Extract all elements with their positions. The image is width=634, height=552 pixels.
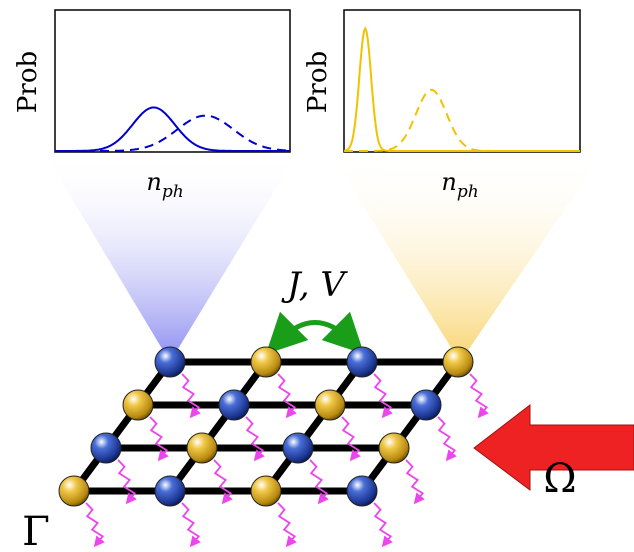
coupling-label: J, V bbox=[281, 265, 348, 305]
site-gold bbox=[250, 475, 282, 507]
emission-arrow bbox=[277, 373, 297, 419]
site-gold bbox=[186, 432, 218, 464]
site-gold bbox=[378, 432, 410, 464]
site-gold bbox=[122, 389, 154, 421]
emission-arrow bbox=[405, 459, 425, 505]
cone-gold bbox=[330, 152, 604, 362]
emission-arrow bbox=[373, 502, 393, 548]
site-blue bbox=[346, 346, 378, 378]
panel-right-curves bbox=[343, 26, 580, 152]
panel-left: Prob nph bbox=[13, 9, 291, 202]
site-blue bbox=[410, 389, 442, 421]
emission-arrow bbox=[373, 373, 393, 419]
emission-arrow bbox=[149, 416, 169, 462]
emission-arrow bbox=[277, 502, 297, 548]
dissipation-label: Γ bbox=[22, 509, 50, 552]
panel-left-curves bbox=[55, 106, 290, 152]
drive-label: Ω bbox=[543, 456, 576, 502]
site-blue bbox=[154, 346, 186, 378]
emission-arrow bbox=[181, 502, 201, 548]
lattice-sites bbox=[58, 346, 474, 507]
site-blue bbox=[90, 432, 122, 464]
emission-arrow bbox=[117, 459, 137, 505]
emission-arrow bbox=[245, 416, 265, 462]
emission-arrows bbox=[85, 373, 489, 548]
curve-solid bbox=[343, 26, 580, 152]
panel-right-xlabel: nph bbox=[441, 168, 478, 202]
emission-arrow bbox=[181, 373, 201, 419]
hopping-arrow bbox=[265, 311, 365, 355]
panel-left-xlabel: nph bbox=[146, 168, 183, 202]
curve-dashed bbox=[344, 88, 580, 152]
cone-blue bbox=[44, 152, 298, 362]
site-blue bbox=[154, 475, 186, 507]
site-gold bbox=[314, 389, 346, 421]
site-gold bbox=[442, 346, 474, 378]
lattice bbox=[58, 346, 489, 548]
drive-arrow bbox=[473, 403, 634, 491]
panel-left-ylabel: Prob bbox=[13, 51, 43, 113]
site-blue bbox=[218, 389, 250, 421]
panel-left-frame bbox=[54, 9, 291, 153]
emission-arrow bbox=[213, 459, 233, 505]
emission-arrow bbox=[469, 373, 489, 419]
panel-right: Prob nph bbox=[303, 9, 581, 202]
lattice-bonds bbox=[71, 358, 461, 495]
emission-arrow bbox=[309, 459, 329, 505]
curve-dashed bbox=[55, 114, 290, 152]
curve-solid bbox=[55, 106, 290, 152]
site-blue bbox=[346, 475, 378, 507]
panel-right-frame bbox=[343, 9, 581, 153]
emission-arrow bbox=[437, 416, 457, 462]
emission-arrow bbox=[341, 416, 361, 462]
panel-right-ylabel: Prob bbox=[303, 51, 333, 113]
emission-arrow bbox=[85, 502, 105, 548]
site-gold bbox=[250, 346, 282, 378]
site-gold bbox=[58, 475, 90, 507]
site-blue bbox=[282, 432, 314, 464]
